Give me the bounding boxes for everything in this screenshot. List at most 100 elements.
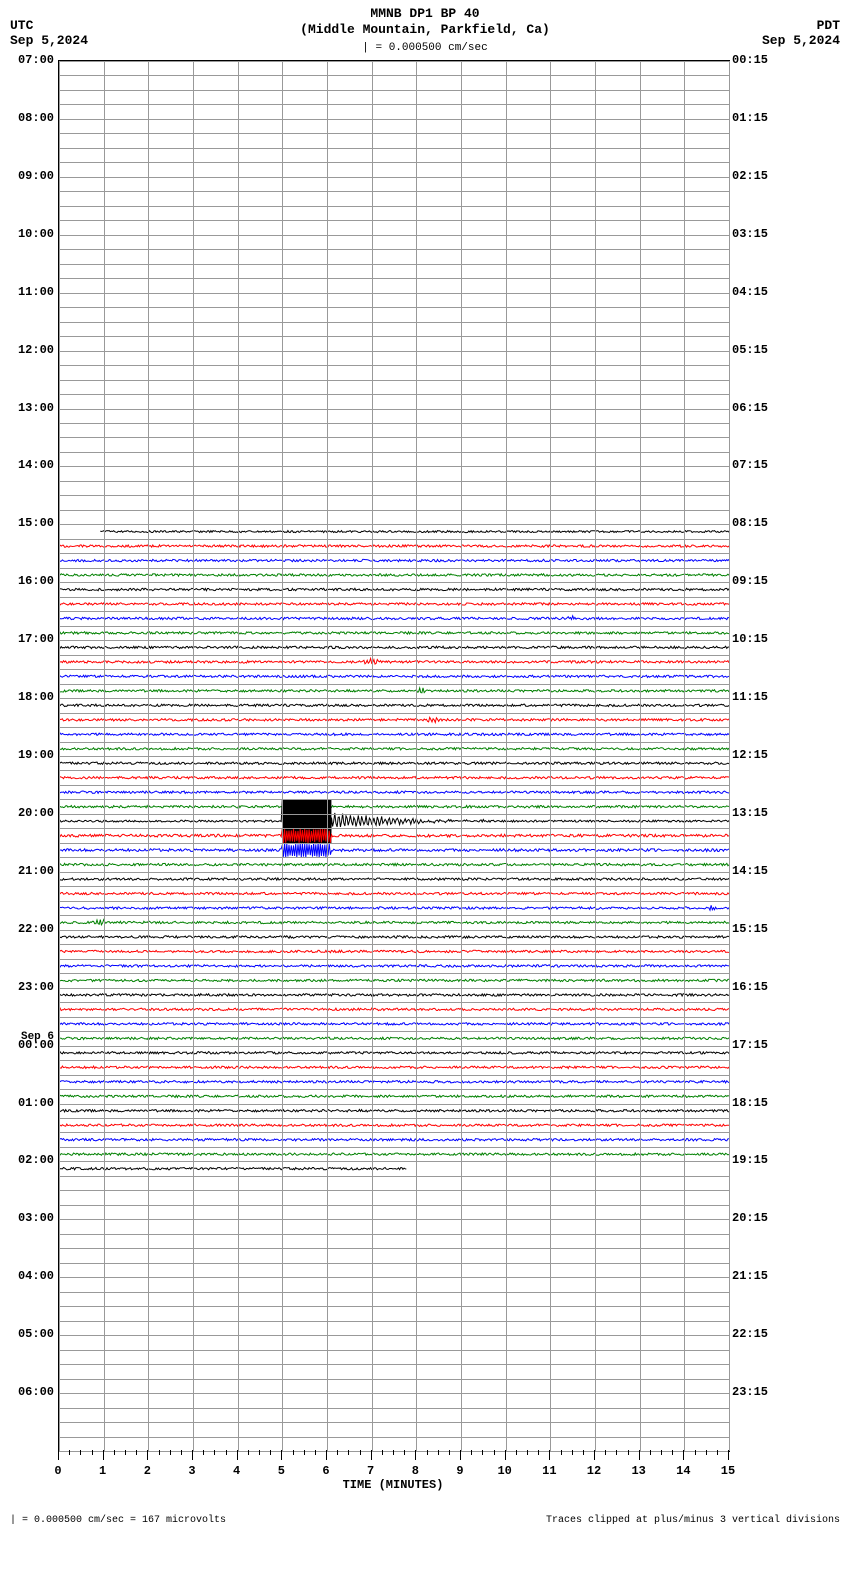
seismic-trace [59, 777, 729, 779]
grid-horizontal [59, 177, 729, 178]
seismic-trace [59, 1066, 729, 1068]
grid-horizontal [59, 1393, 729, 1394]
utc-hour-label: 01:00 [18, 1096, 54, 1110]
seismic-trace [59, 762, 729, 764]
seismic-trace [59, 791, 729, 793]
grid-horizontal [59, 278, 729, 279]
x-tick-label: 1 [99, 1464, 106, 1478]
pdt-hour-label: 14:15 [732, 864, 768, 878]
seismic-trace [59, 843, 729, 858]
grid-horizontal [59, 1321, 729, 1322]
grid-horizontal [59, 684, 729, 685]
station-location: (Middle Mountain, Parkfield, Ca) [0, 22, 850, 38]
x-tick-major [281, 1450, 282, 1460]
utc-tz: UTC [10, 18, 88, 33]
x-tick-label: 3 [188, 1464, 195, 1478]
x-tick-major [371, 1450, 372, 1460]
x-tick-minor [650, 1450, 651, 1455]
seismic-trace [59, 545, 729, 547]
x-tick-minor [449, 1450, 450, 1455]
grid-horizontal [59, 770, 729, 771]
x-tick-major [58, 1450, 59, 1460]
seismic-trace [59, 1008, 729, 1010]
x-tick-minor [583, 1450, 584, 1455]
pdt-hour-label: 13:15 [732, 806, 768, 820]
seismic-trace [59, 748, 729, 750]
grid-horizontal [59, 264, 729, 265]
x-tick-major [639, 1450, 640, 1460]
x-tick-minor [393, 1450, 394, 1455]
x-tick-label: 8 [412, 1464, 419, 1478]
pdt-hour-label: 04:15 [732, 285, 768, 299]
grid-horizontal [59, 611, 729, 612]
grid-horizontal [59, 1379, 729, 1380]
x-tick-label: 14 [676, 1464, 690, 1478]
grid-horizontal [59, 423, 729, 424]
footer-left: | = 0.000500 cm/sec = 167 microvolts [10, 1515, 226, 1526]
pdt-hour-label: 05:15 [732, 343, 768, 357]
grid-horizontal [59, 1292, 729, 1293]
x-tick-minor [114, 1450, 115, 1455]
grid-horizontal [59, 959, 729, 960]
grid-horizontal [59, 1002, 729, 1003]
grid-horizontal [59, 698, 729, 699]
grid-horizontal [59, 1161, 729, 1162]
grid-horizontal [59, 1205, 729, 1206]
x-tick-major [192, 1450, 193, 1460]
grid-horizontal [59, 307, 729, 308]
grid-horizontal [59, 481, 729, 482]
grid-horizontal [59, 1350, 729, 1351]
grid-horizontal [59, 206, 729, 207]
grid-horizontal [59, 539, 729, 540]
x-tick-major [326, 1450, 327, 1460]
grid-horizontal [59, 336, 729, 337]
x-tick-major [415, 1450, 416, 1460]
seismic-trace [59, 979, 729, 981]
seismic-trace [59, 1153, 729, 1155]
x-tick-minor [181, 1450, 182, 1455]
grid-horizontal [59, 524, 729, 525]
grid-horizontal [59, 191, 729, 192]
top-left-label: UTC Sep 5,2024 [10, 18, 88, 48]
grid-horizontal [59, 75, 729, 76]
grid-horizontal [59, 1017, 729, 1018]
grid-horizontal [59, 1176, 729, 1177]
seismic-trace [59, 646, 729, 648]
grid-horizontal [59, 1031, 729, 1032]
x-tick-minor [270, 1450, 271, 1455]
plot-area [58, 60, 730, 1452]
pdt-hour-label: 17:15 [732, 1038, 768, 1052]
x-axis: TIME (MINUTES) 0123456789101112131415 [58, 1450, 728, 1490]
x-tick-label: 7 [367, 1464, 374, 1478]
grid-horizontal [59, 799, 729, 800]
pdt-axis: 00:1501:1502:1503:1504:1505:1506:1507:15… [728, 60, 848, 1450]
seismic-trace [59, 559, 729, 561]
x-tick-minor [561, 1450, 562, 1455]
grid-horizontal [59, 61, 729, 62]
grid-horizontal [59, 394, 729, 395]
seismic-trace [59, 688, 729, 693]
x-tick-label: 10 [497, 1464, 511, 1478]
grid-horizontal [59, 1147, 729, 1148]
seismic-trace [59, 704, 729, 706]
x-tick-label: 5 [278, 1464, 285, 1478]
pdt-hour-label: 22:15 [732, 1327, 768, 1341]
x-tick-minor [404, 1450, 405, 1455]
x-tick-minor [572, 1450, 573, 1455]
pdt-hour-label: 19:15 [732, 1153, 768, 1167]
x-tick-minor [125, 1450, 126, 1455]
seismic-trace [59, 892, 729, 894]
grid-horizontal [59, 872, 729, 873]
x-tick-minor [438, 1450, 439, 1455]
seismic-trace [59, 950, 729, 952]
pdt-hour-label: 03:15 [732, 227, 768, 241]
seismic-trace [59, 1037, 729, 1039]
grid-horizontal [59, 785, 729, 786]
utc-hour-label: 16:00 [18, 574, 54, 588]
seismic-trace [59, 965, 729, 967]
x-tick-minor [304, 1450, 305, 1455]
x-tick-major [147, 1450, 148, 1460]
x-tick-minor [706, 1450, 707, 1455]
grid-horizontal [59, 930, 729, 931]
seismic-trace [59, 1168, 406, 1170]
